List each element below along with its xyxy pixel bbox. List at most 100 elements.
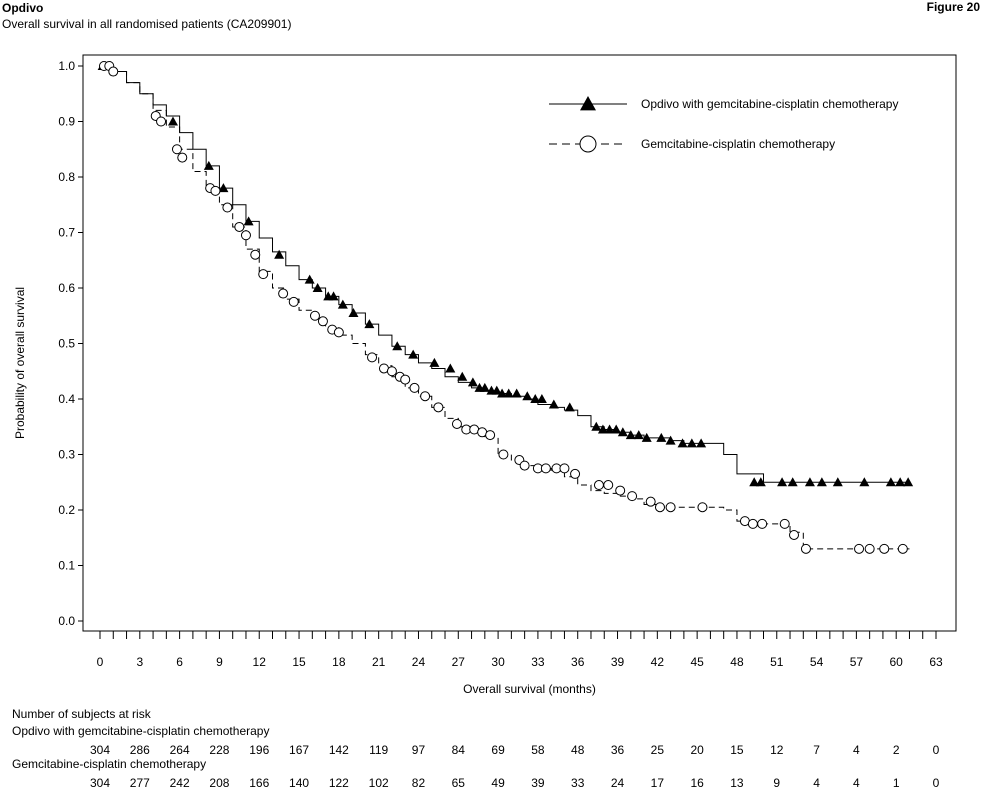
- x-tick-label: 45: [690, 655, 704, 669]
- opdivo-censor-marker: [617, 427, 628, 437]
- opdivo-censor-marker: [348, 307, 359, 317]
- chemo-censor-marker: [258, 269, 269, 280]
- chemo-censor-marker: [451, 418, 462, 429]
- risk-count: 25: [650, 743, 665, 757]
- chemo-censor-marker: [789, 529, 800, 540]
- opdivo-censor-marker: [677, 438, 688, 448]
- y-axis-label: Probability of overall survival: [13, 287, 27, 439]
- chemo-censor-marker: [240, 230, 251, 241]
- x-tick-label: 6: [176, 655, 183, 669]
- risk-count: 65: [451, 776, 465, 790]
- figure-number: Figure 20: [926, 0, 980, 14]
- x-axis-label: Overall survival (months): [463, 682, 596, 696]
- opdivo-censor-marker: [522, 391, 533, 401]
- product-name: Opdivo: [2, 1, 44, 15]
- x-tick-label: 18: [332, 655, 346, 669]
- series-chemo: [98, 61, 910, 554]
- chemo-censor-marker: [757, 518, 768, 529]
- chemo-censor-marker: [540, 463, 551, 474]
- chemo-censor-marker: [879, 543, 890, 554]
- y-tick-label: 0.9: [58, 115, 75, 129]
- opdivo-censor-marker: [787, 477, 798, 487]
- risk-group-label-opdivo: Opdivo with gemcitabine-cisplatin chemot…: [12, 724, 270, 738]
- chemo-censor-marker: [697, 502, 708, 513]
- opdivo-censor-marker: [832, 477, 843, 487]
- risk-count: 16: [690, 776, 704, 790]
- y-tick-label: 0.1: [58, 559, 75, 573]
- chemo-censor-marker: [386, 366, 397, 377]
- x-tick-label: 60: [890, 655, 904, 669]
- chemo-censor-marker: [519, 460, 530, 471]
- risk-count: 119: [369, 743, 389, 757]
- opdivo-censor-marker: [604, 424, 615, 434]
- y-tick-label: 0.5: [58, 337, 75, 351]
- risk-count: 13: [730, 776, 744, 790]
- chemo-censor-marker: [559, 463, 570, 474]
- chemo-censor-marker: [665, 502, 676, 513]
- chemo-censor-marker: [234, 221, 245, 232]
- risk-count: 58: [531, 743, 545, 757]
- opdivo-censor-marker: [633, 430, 644, 440]
- risk-count: 208: [209, 776, 230, 790]
- x-tick-label: 54: [810, 655, 824, 669]
- risk-count: 167: [289, 743, 310, 757]
- legend-opdivo-marker: [580, 96, 596, 111]
- opdivo-censor-marker: [903, 477, 914, 487]
- chemo-censor-marker: [309, 310, 320, 321]
- risk-count: 4: [853, 776, 860, 790]
- risk-row-opdivo: 304 286 264 228 196 167 142 119 97 84 69 58 48 36 25 20…: [0, 743, 983, 757]
- opdivo-censor-marker: [445, 363, 456, 373]
- opdivo-censor-marker: [611, 424, 622, 434]
- risk-count: 7: [813, 743, 820, 757]
- legend-chemo-label: Gemcitabine-cisplatin chemotherapy: [641, 137, 835, 151]
- y-tick-label: 0.6: [58, 281, 75, 295]
- risk-count: 84: [451, 743, 465, 757]
- chemo-censor-marker: [593, 480, 604, 491]
- x-tick-label: 63: [929, 655, 943, 669]
- chemo-censor-marker: [654, 502, 665, 513]
- risk-count: 142: [328, 743, 349, 757]
- chemo-censor-marker: [108, 66, 119, 77]
- risk-count: 140: [289, 776, 310, 790]
- chemo-censor-marker: [250, 249, 261, 260]
- chemo-censor-marker: [854, 543, 865, 554]
- figure-header: Opdivo Overall survival in all randomise…: [2, 0, 291, 32]
- risk-count: 1: [892, 776, 900, 790]
- x-tick-label: 39: [611, 655, 625, 669]
- opdivo-censor-marker: [479, 382, 490, 392]
- x-tick-label: 21: [372, 655, 386, 669]
- risk-count: 4: [813, 776, 820, 790]
- chemo-censor-marker: [603, 480, 614, 491]
- chemo-censor-marker: [485, 430, 496, 441]
- chemo-censor-marker: [171, 144, 182, 155]
- chemo-censor-marker: [367, 352, 378, 363]
- risk-count: 277: [129, 776, 150, 790]
- opdivo-censor-marker: [274, 249, 285, 259]
- chemo-censor-marker: [409, 382, 420, 393]
- chemo-censor-marker: [864, 543, 875, 554]
- y-tick-label: 0.2: [58, 503, 75, 517]
- x-tick-label: 33: [531, 655, 545, 669]
- risk-count: 48: [571, 743, 585, 757]
- risk-count: 264: [169, 743, 190, 757]
- opdivo-censor-marker: [749, 477, 760, 487]
- y-tick-label: 0.4: [58, 392, 75, 406]
- opdivo-censor-marker: [625, 430, 636, 440]
- risk-table-heading: Number of subjects at risk: [12, 707, 151, 721]
- risk-count: 15: [730, 743, 744, 757]
- risk-count: 97: [411, 743, 426, 757]
- opdivo-censor-marker: [408, 349, 419, 359]
- risk-count: 39: [531, 776, 545, 790]
- risk-count: 242: [169, 776, 190, 790]
- opdivo-censor-marker: [656, 432, 667, 442]
- chemo-censor-marker: [897, 543, 908, 554]
- opdivo-censor-marker: [497, 388, 508, 398]
- chemo-censor-marker: [615, 485, 626, 496]
- x-tick-label: 0: [97, 655, 104, 669]
- opdivo-censor-marker: [530, 394, 541, 403]
- x-tick-label: 27: [452, 655, 466, 669]
- chemo-censor-marker: [288, 296, 299, 307]
- opdivo-censor-marker: [429, 357, 440, 367]
- opdivo-censor-marker: [328, 291, 339, 301]
- x-tick-label: 15: [292, 655, 306, 669]
